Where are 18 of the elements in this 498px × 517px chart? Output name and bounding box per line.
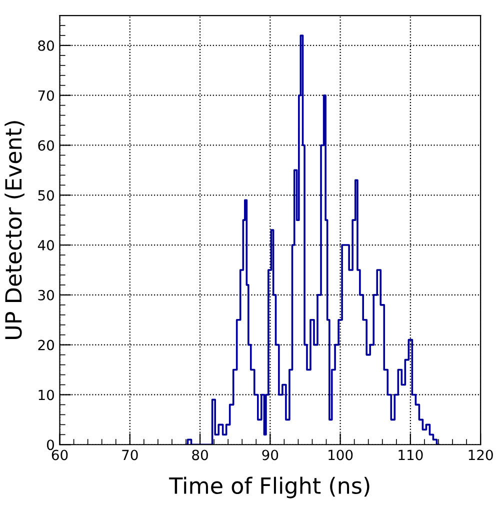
x-tick-label: 120 xyxy=(468,450,493,460)
y-tick-label: 30 xyxy=(38,290,54,300)
x-tick-label: 100 xyxy=(328,450,353,460)
y-tick-label: 50 xyxy=(38,190,54,201)
x-tick-label: 60 xyxy=(52,450,68,460)
x-tick-label: 70 xyxy=(122,450,138,460)
x-tick-label: 80 xyxy=(192,450,208,460)
y-tick-label: 20 xyxy=(38,340,54,350)
x-axis-title: Time of Flight (ns) xyxy=(169,476,370,498)
x-tick-label: 110 xyxy=(398,450,423,460)
y-tick-label: 40 xyxy=(38,240,54,251)
y-tick-label: 60 xyxy=(38,140,54,151)
y-axis-title: UP Detector (Event) xyxy=(4,121,24,339)
y-tick-label: 0 xyxy=(46,440,54,450)
y-tick-label: 70 xyxy=(38,90,54,101)
y-tick-label: 80 xyxy=(38,40,54,51)
x-tick-label: 90 xyxy=(262,450,278,460)
y-tick-label: 10 xyxy=(38,390,54,400)
